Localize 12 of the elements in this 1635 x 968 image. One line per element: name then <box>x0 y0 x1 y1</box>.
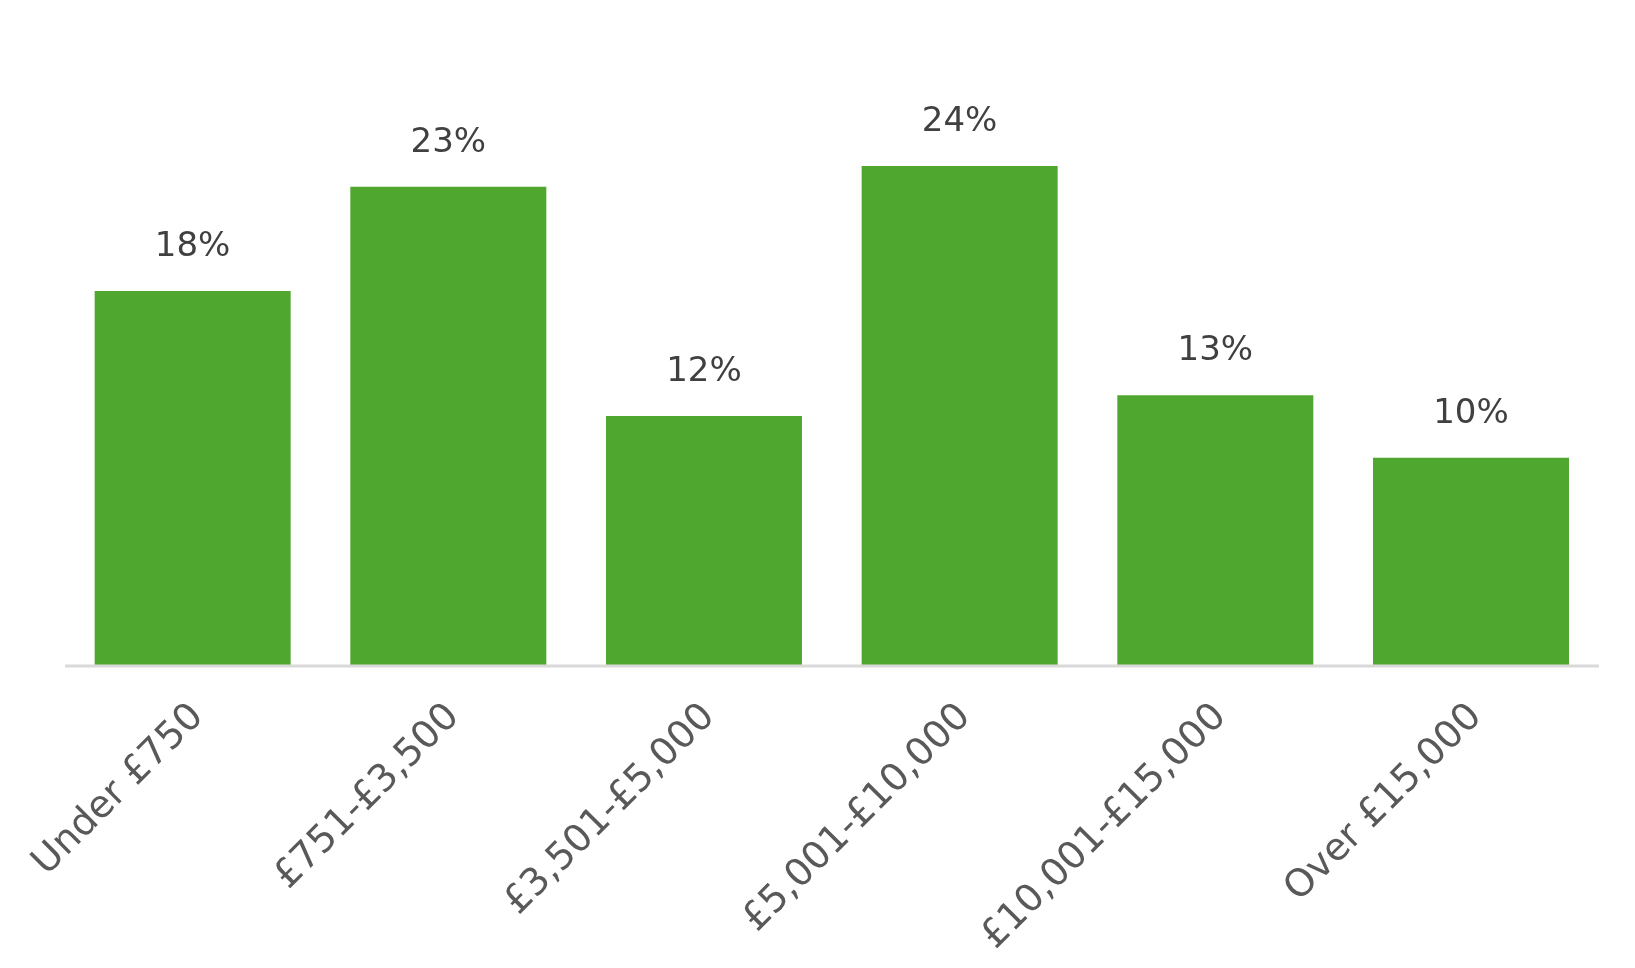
bar <box>350 186 547 666</box>
bar <box>1117 395 1314 666</box>
data-label: 18% <box>154 224 231 264</box>
data-label: 23% <box>410 119 487 160</box>
data-label: 12% <box>666 349 742 389</box>
data-label: 24% <box>921 99 998 139</box>
bar <box>861 166 1058 666</box>
bar <box>94 291 291 666</box>
data-label: 10% <box>1433 390 1509 431</box>
data-label: 13% <box>1177 328 1254 369</box>
bar <box>605 416 802 666</box>
bar <box>1372 457 1569 666</box>
